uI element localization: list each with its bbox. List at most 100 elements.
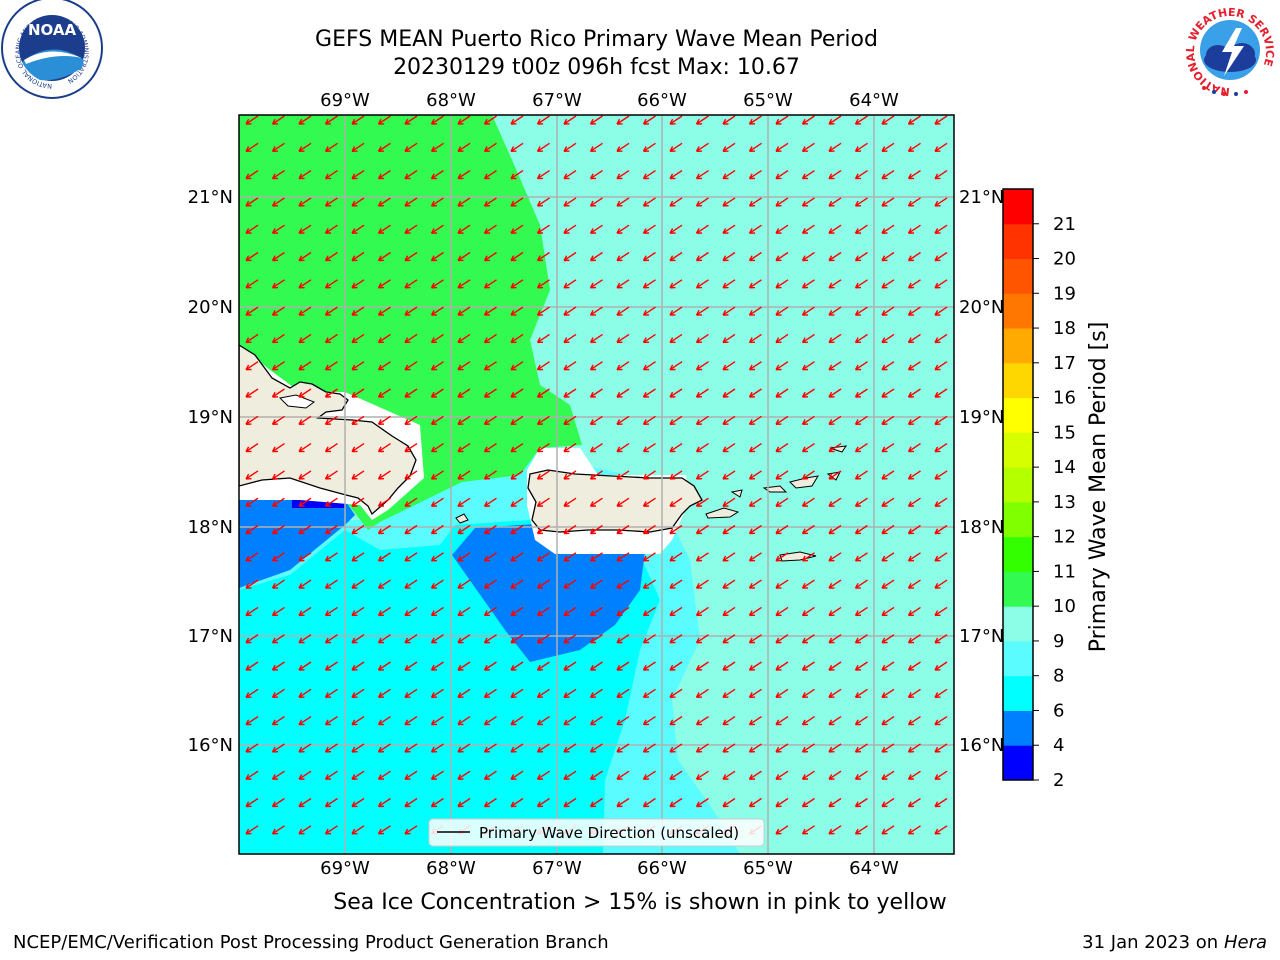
wave-arrow bbox=[695, 443, 709, 453]
wave-arrow bbox=[854, 361, 868, 371]
wave-arrow bbox=[695, 634, 709, 644]
wave-arrow bbox=[404, 770, 418, 780]
wave-arrow bbox=[695, 797, 709, 808]
wave-arrow bbox=[748, 197, 762, 207]
wave-arrow bbox=[563, 661, 577, 671]
wave-arrow bbox=[616, 333, 630, 344]
wave-arrow bbox=[907, 306, 921, 316]
wave-arrow bbox=[881, 115, 895, 125]
wave-arrow bbox=[642, 661, 656, 671]
wave-arrow bbox=[881, 552, 895, 562]
wave-arrow bbox=[510, 115, 524, 125]
wave-arrow bbox=[669, 197, 683, 207]
wave-arrow bbox=[801, 797, 815, 808]
wave-arrow bbox=[563, 333, 577, 344]
wave-arrow bbox=[748, 470, 762, 480]
wave-arrow bbox=[881, 443, 895, 453]
wave-arrow bbox=[324, 606, 338, 617]
wave-arrow bbox=[616, 306, 630, 316]
wave-arrow bbox=[483, 279, 497, 289]
axis-ticks: 69°W 68°W 67°W 66°W 65°W 64°W 69°W 68°W … bbox=[188, 90, 1005, 879]
wave-arrow bbox=[430, 524, 444, 535]
wave-arrow bbox=[775, 115, 789, 125]
wave-arrow bbox=[828, 606, 842, 617]
wave-arrow bbox=[775, 361, 789, 371]
colorbar-tick-label: 17 bbox=[1053, 353, 1076, 374]
wave-arrow bbox=[934, 306, 948, 316]
wave-arrow bbox=[722, 797, 736, 808]
wave-arrow bbox=[404, 661, 418, 671]
wave-arrow bbox=[457, 770, 471, 780]
wave-arrow bbox=[907, 825, 921, 835]
wave-arrow bbox=[271, 224, 285, 234]
wave-arrow bbox=[801, 361, 815, 371]
wave-arrow bbox=[457, 661, 471, 671]
wave-arrow bbox=[404, 279, 418, 289]
wave-arrow bbox=[510, 552, 524, 562]
wave-arrow bbox=[881, 606, 895, 617]
wave-arrow bbox=[298, 470, 312, 480]
wave-arrow bbox=[881, 634, 895, 644]
wave-arrow bbox=[748, 797, 762, 808]
wave-arrow bbox=[828, 716, 842, 726]
wave-arrow bbox=[775, 688, 789, 698]
wave-arrow bbox=[483, 634, 497, 644]
wave-arrow bbox=[907, 579, 921, 589]
wave-arrow bbox=[404, 115, 418, 125]
wave-arrow bbox=[351, 170, 365, 180]
wave-arrow bbox=[324, 497, 338, 507]
wave-arrow bbox=[934, 333, 948, 344]
wave-arrow bbox=[801, 279, 815, 289]
wave-arrow bbox=[483, 606, 497, 617]
wave-arrow bbox=[245, 115, 259, 125]
wave-arrow bbox=[351, 797, 365, 808]
wave-arrow bbox=[669, 361, 683, 371]
wave-arrow bbox=[722, 606, 736, 617]
wave-arrow bbox=[881, 661, 895, 671]
wave-arrow bbox=[695, 361, 709, 371]
wave-arrow bbox=[404, 388, 418, 398]
colorbar-tick-label: 21 bbox=[1053, 214, 1076, 235]
wave-arrow bbox=[298, 388, 312, 398]
wave-arrow bbox=[377, 661, 391, 671]
wave-arrow bbox=[828, 470, 842, 480]
wave-arrow bbox=[510, 797, 524, 808]
wave-arrow bbox=[298, 443, 312, 453]
colorbar-tick-label: 20 bbox=[1053, 249, 1076, 270]
wave-arrow bbox=[377, 333, 391, 344]
footer-date-text: 31 Jan 2023 on bbox=[1082, 932, 1224, 953]
wave-arrow bbox=[483, 142, 497, 152]
wave-arrow bbox=[377, 224, 391, 234]
wave-arrow bbox=[907, 688, 921, 698]
wave-arrow bbox=[324, 142, 338, 152]
colorbar-tick-label: 2 bbox=[1053, 770, 1064, 791]
wave-arrow bbox=[298, 579, 312, 589]
wave-arrow bbox=[351, 552, 365, 562]
wave-arrow bbox=[404, 797, 418, 808]
wave-arrow bbox=[828, 688, 842, 698]
wave-arrow bbox=[801, 497, 815, 507]
wave-arrow bbox=[854, 552, 868, 562]
wave-arrow bbox=[669, 552, 683, 562]
wave-arrow bbox=[934, 115, 948, 125]
wave-arrow bbox=[881, 688, 895, 698]
wave-arrow bbox=[536, 415, 550, 425]
wave-arrow bbox=[854, 170, 868, 180]
wave-arrow bbox=[245, 497, 259, 507]
wave-arrow bbox=[589, 497, 603, 507]
wave-arrow bbox=[616, 470, 630, 480]
wave-arrow bbox=[589, 770, 603, 780]
wave-arrow bbox=[775, 634, 789, 644]
wave-arrow bbox=[483, 197, 497, 207]
wave-arrow bbox=[934, 279, 948, 289]
wave-arrow bbox=[536, 333, 550, 344]
wave-arrow bbox=[245, 552, 259, 562]
wave-arrow bbox=[271, 579, 285, 589]
wave-arrow bbox=[934, 170, 948, 180]
wave-arrow bbox=[404, 170, 418, 180]
wave-arrow bbox=[457, 142, 471, 152]
wave-arrow bbox=[298, 361, 312, 371]
wave-arrow bbox=[801, 170, 815, 180]
wave-arrow bbox=[510, 415, 524, 425]
wave-arrow bbox=[828, 770, 842, 780]
